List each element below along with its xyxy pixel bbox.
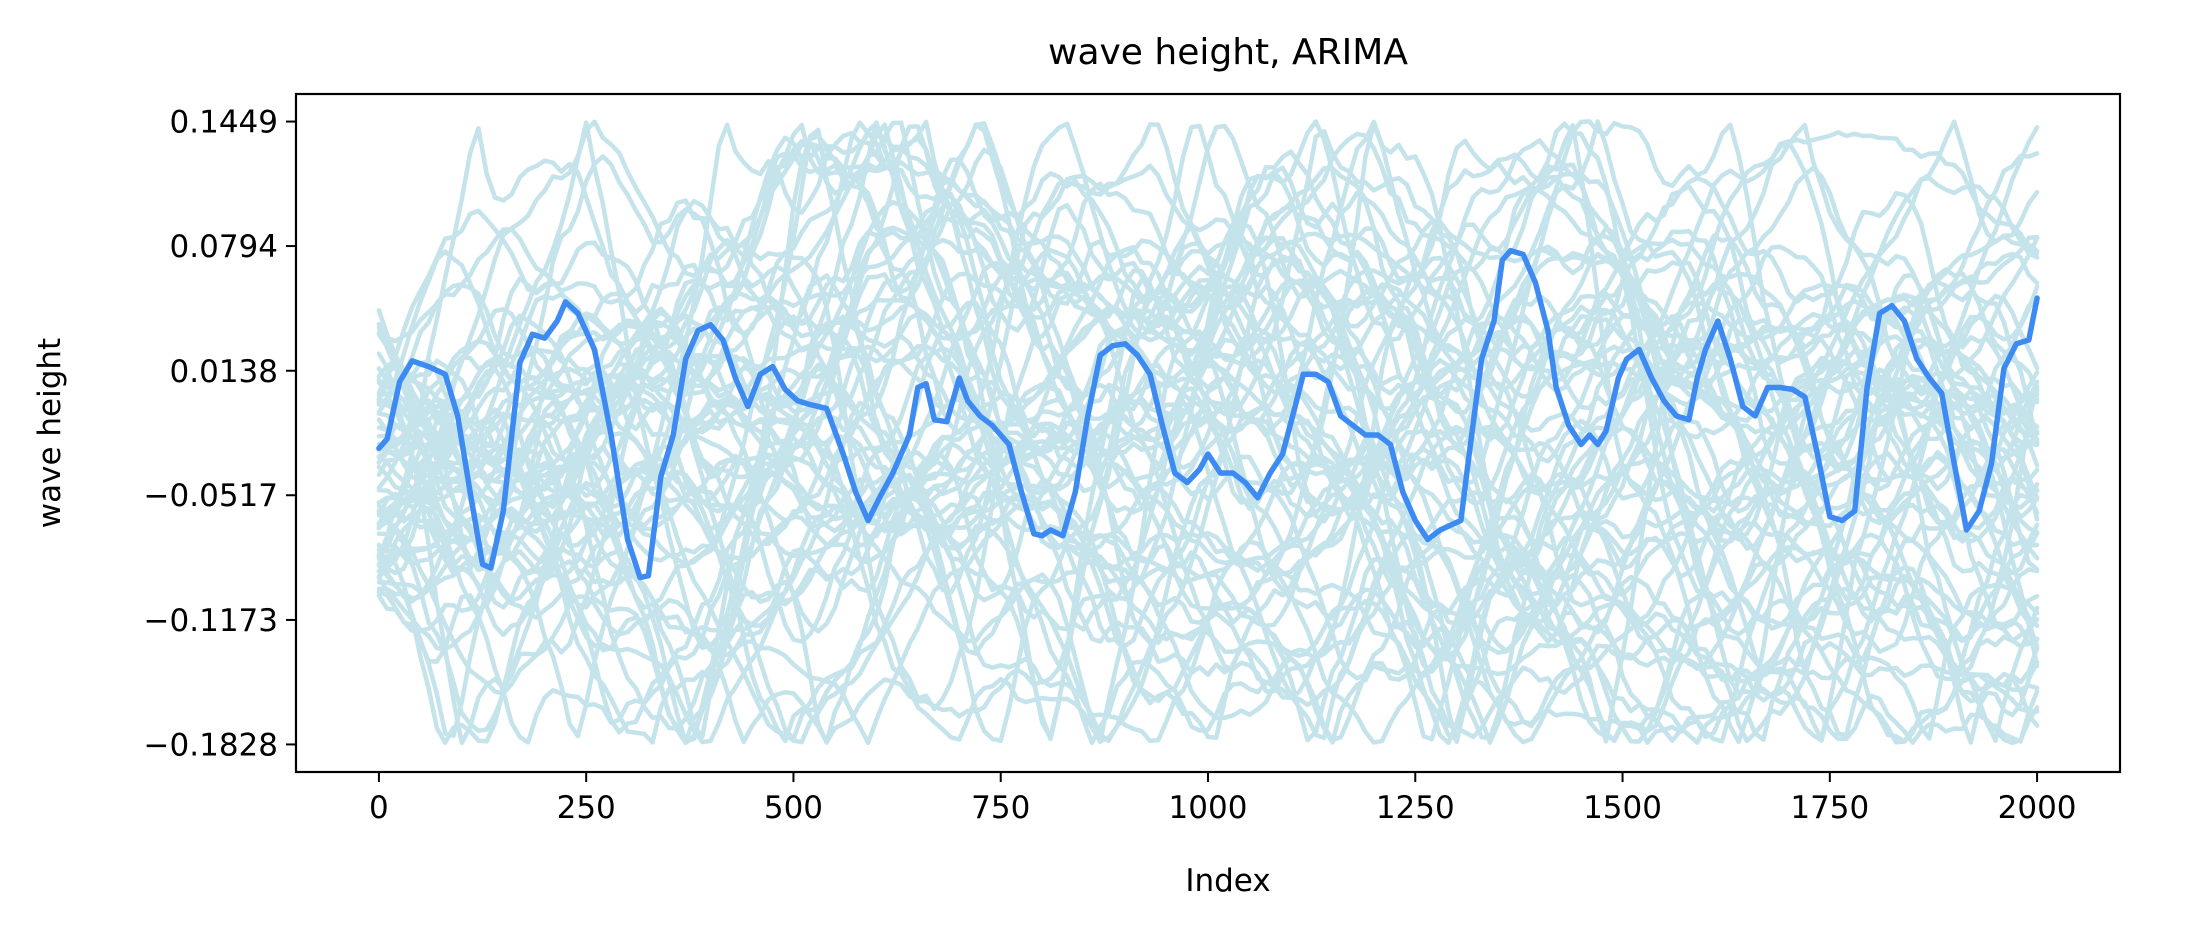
x-tick-label: 750 [971,790,1030,826]
sample-series-line [376,274,2040,744]
sample-series-line [376,318,2040,746]
sample-series-group [376,119,2040,746]
sample-series-line [376,198,2040,743]
sample-series-line [376,123,2040,746]
y-tick-label: 0.0794 [170,229,278,265]
highlight-series-group [376,247,2040,581]
x-tick-label: 1250 [1376,790,1455,826]
x-tick-label: 0 [369,790,389,826]
y-tick-label: 0.1449 [170,105,278,141]
y-tick-label: −0.1828 [144,727,278,763]
sample-series-line [376,311,2040,708]
sample-series-line [376,203,2040,742]
sample-series-line [376,119,2040,492]
sample-series-line [376,124,2040,744]
y-axis: 0.1449 0.0794 0.0138 −0.0517 −0.1173 −0.1828 [144,105,296,763]
x-axis-label: Index [1185,863,1270,899]
sample-series-line [376,122,2040,677]
sample-series-line [376,260,2040,745]
highlight-series-line [376,247,2040,581]
sample-series-line [376,372,2040,745]
chart-title: wave height, ARIMA [1048,32,1408,73]
y-tick-label: 0.0138 [170,354,278,390]
x-tick-label: 1500 [1583,790,1662,826]
x-axis: 0 250 500 750 1000 1250 1500 1750 2000 [369,772,2077,826]
sample-series-line [376,122,2040,743]
sample-series-line [376,234,2040,625]
x-tick-label: 250 [557,790,616,826]
y-tick-label: −0.1173 [144,603,278,639]
x-tick-label: 1750 [1790,790,1869,826]
y-tick-label: −0.0517 [144,478,278,514]
x-tick-label: 2000 [1998,790,2077,826]
sample-series-line [376,119,2040,741]
x-tick-label: 500 [764,790,823,826]
x-tick-label: 1000 [1169,790,1248,826]
sample-series-line [376,227,2040,745]
y-axis-label: wave height [32,338,68,528]
sample-series-line [376,284,2040,741]
sample-series-line [376,388,2040,745]
sample-series-line [376,123,2040,745]
